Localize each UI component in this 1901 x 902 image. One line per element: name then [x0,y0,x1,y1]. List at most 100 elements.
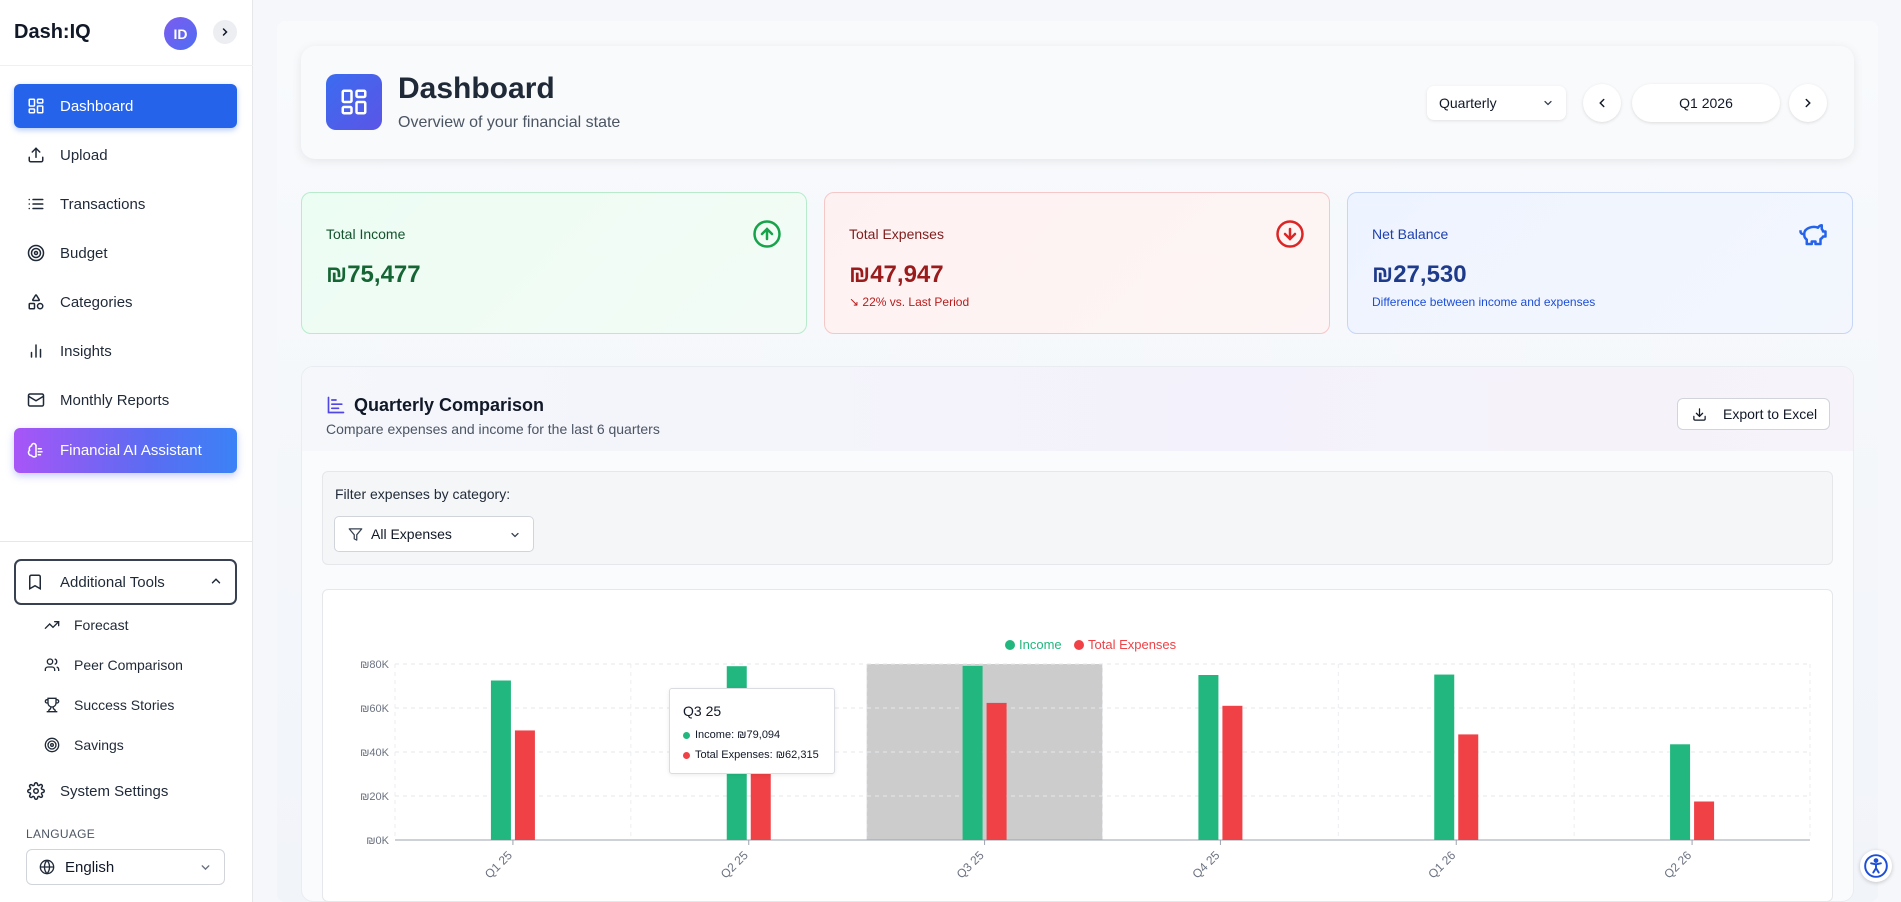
users-icon [44,657,62,673]
expense-category-filter[interactable]: All Expenses [334,516,534,552]
tool-item-label: Forecast [74,617,129,633]
collapse-sidebar-button[interactable] [213,20,237,44]
chevron-right-icon [222,28,228,36]
income-bar [1670,744,1691,840]
chevron-down-icon [509,529,521,541]
shapes-icon [26,292,46,312]
y-tick-label: ₪80K [360,659,390,671]
y-tick-label: ₪40K [360,747,390,759]
avatar[interactable]: ID [164,17,197,50]
sidebar-item-insights[interactable]: Insights [14,329,237,373]
tooltip-expenses: Total Expenses: ₪62,315 [695,749,819,761]
sidebar-item-label: Budget [60,244,108,262]
arrow-down-circle-icon [1275,219,1305,249]
upload-icon [26,145,46,165]
tool-item-savings[interactable]: Savings [44,732,124,758]
highlight-band [866,664,1103,840]
sidebar-item-monthly-reports[interactable]: Monthly Reports [14,378,237,422]
target-icon [44,737,62,753]
export-to-excel-button[interactable]: Export to Excel [1677,398,1830,430]
filter-icon [348,527,363,542]
x-tick-label: Q2 26 [1661,848,1694,881]
expenses-bar [986,702,1007,840]
download-icon [1692,407,1707,422]
sidebar-item-system-settings[interactable]: System Settings [14,769,237,813]
income-bar [1198,675,1219,840]
language-value: English [65,858,115,876]
legend-expenses-label: Total Expenses [1088,637,1177,652]
sidebar-item-categories[interactable]: Categories [14,280,237,324]
legend-expenses-marker [1074,640,1084,650]
sidebar-item-label: Monthly Reports [60,391,170,409]
current-period: Q1 2026 [1632,84,1780,122]
grid-icon [26,96,46,116]
tooltip-income: Income: ₪79,094 [695,729,781,741]
comparison-card-header [302,367,1853,451]
legend-income-marker [1005,640,1015,650]
language-select[interactable]: English [26,849,225,885]
sidebar-item-label: Insights [60,342,112,360]
sidebar-item-dashboard[interactable]: Dashboard [14,84,237,128]
gear-icon [26,781,46,801]
income-bar [1434,674,1455,840]
page-title: Dashboard [398,72,555,105]
stat-description: Difference between income and expenses [1372,295,1596,309]
page-subtitle: Overview of your financial state [398,114,621,131]
x-tick-label: Q1 26 [1425,848,1458,881]
tool-item-forecast[interactable]: Forecast [44,612,128,638]
comparison-subtitle: Compare expenses and income for the last… [326,421,660,437]
sidebar-item-ai-assistant[interactable]: Financial AI Assistant [14,428,237,473]
grid-icon [341,89,367,115]
sidebar-item-upload[interactable]: Upload [14,133,237,177]
tool-item-label: Savings [74,737,124,753]
sidebar-divider [0,541,253,542]
brand-logo[interactable]: Dash:IQ [14,21,91,43]
sidebar-item-budget[interactable]: Budget [14,231,237,275]
sidebar-item-transactions[interactable]: Transactions [14,182,237,226]
stat-change: ↘ 22% vs. Last Period [849,295,969,309]
quarterly-bar-chart[interactable]: ₪0K ₪20K ₪40K ₪60K ₪80K Q1 25 Q2 25 Q3 25 Q4 25 Q… [330,632,1820,902]
expenses-dot [683,751,690,759]
tool-item-label: Peer Comparison [74,657,183,673]
total-expenses-card: Total Expenses ₪47,947 ↘ 22% vs. Last Pe… [824,192,1330,334]
y-tick-label: ₪0K [366,835,389,847]
stat-value: ₪27,530 [1372,261,1467,288]
list-icon [26,194,46,214]
filter-label: Filter expenses by category: [335,486,511,502]
sidebar-header: Dash:IQ ID [0,0,253,66]
stat-value: ₪75,477 [326,261,421,288]
tool-item-label: Success Stories [74,697,175,713]
legend-income-label: Income [1019,637,1062,652]
stat-label: Total Expenses [849,226,944,242]
bar-chart-icon [26,341,46,361]
sidebar-item-label: Upload [60,146,108,164]
period-type-select[interactable]: Quarterly [1427,86,1566,120]
x-tick-label: Q4 25 [1190,848,1223,881]
next-period-button[interactable] [1789,84,1827,122]
chevron-right-icon [1805,98,1811,108]
x-tick-label: Q2 25 [718,848,751,881]
previous-period-button[interactable] [1583,84,1621,122]
expenses-bar [514,730,535,840]
x-tick-label: Q1 25 [482,848,515,881]
arrow-up-circle-icon [752,219,782,249]
tool-item-success-stories[interactable]: Success Stories [44,692,174,718]
stat-label: Net Balance [1372,226,1449,242]
period-type-value: Quarterly [1439,95,1497,111]
additional-tools-label: Additional Tools [60,573,165,591]
tool-item-peer-comparison[interactable]: Peer Comparison [44,652,183,678]
dashboard-header-icon [326,74,382,130]
mail-icon [26,390,46,410]
net-balance-card: Net Balance ₪27,530 Difference between i… [1347,192,1853,334]
stat-label: Total Income [326,226,406,242]
tooltip-expenses-row: Total Expenses: ₪62,315 [683,749,819,761]
export-label: Export to Excel [1723,406,1818,422]
chevron-down-icon [1542,97,1554,109]
language-label: LANGUAGE [26,827,96,841]
income-bar [962,665,983,840]
accessibility-button[interactable] [1860,850,1892,882]
trending-down-icon: ↘ [849,295,863,309]
chevron-down-icon [199,861,212,874]
additional-tools-toggle[interactable]: Additional Tools [14,559,237,605]
chevron-left-icon [1599,98,1605,108]
